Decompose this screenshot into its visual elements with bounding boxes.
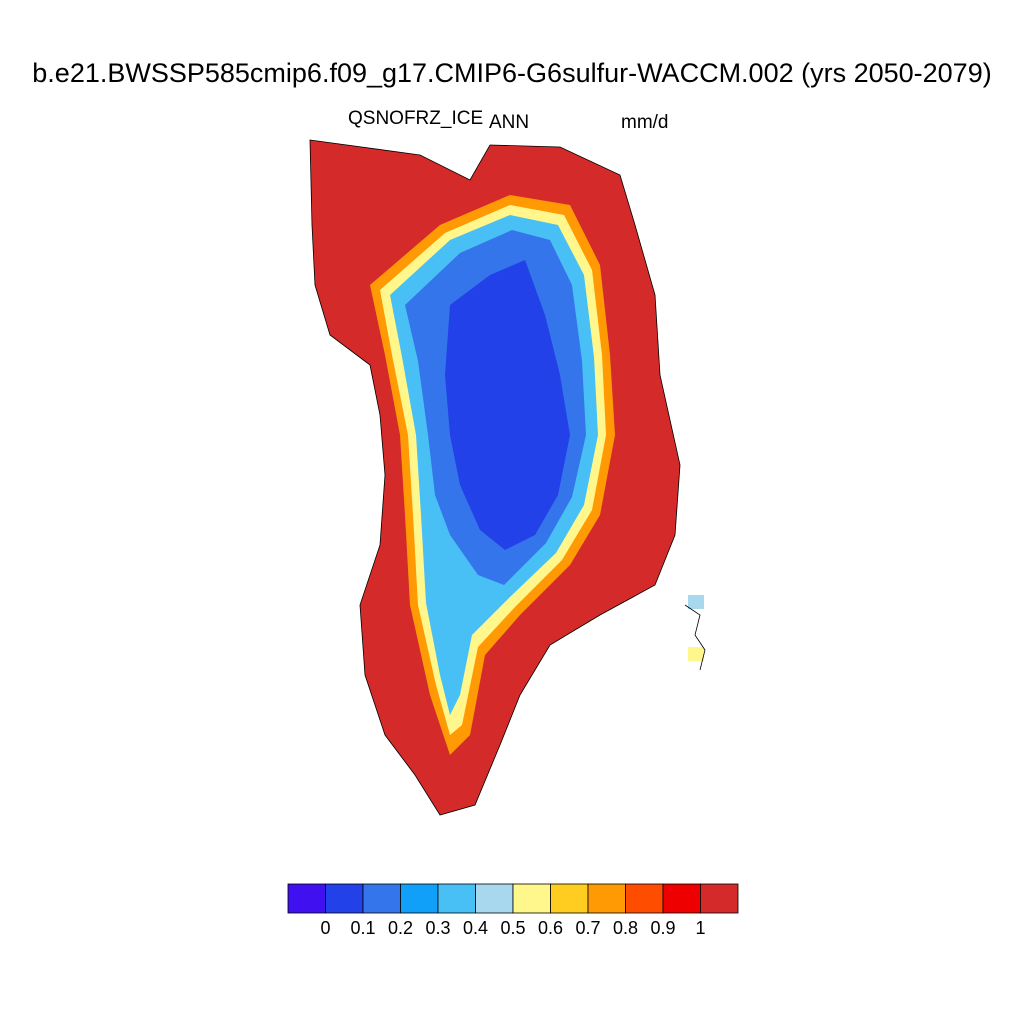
colorbar-tick-label: 1 — [695, 918, 706, 938]
colorbar-swatch — [625, 883, 664, 914]
colorbar-tick-label: 0 — [320, 918, 331, 938]
colorbar-tick-label: 0.4 — [462, 918, 489, 938]
units-label: mm/d — [621, 112, 669, 133]
field-shading — [310, 140, 680, 815]
colorbar-swatch — [400, 883, 439, 914]
island-coastline — [684, 604, 706, 671]
colorbar — [287, 883, 739, 914]
colorbar-swatch — [437, 883, 476, 914]
coastline — [309, 139, 681, 816]
colorbar-tick-label: 0.5 — [500, 918, 526, 938]
island-cell — [688, 647, 704, 661]
island-cell — [688, 595, 704, 609]
colorbar-tick-label: 0.8 — [612, 918, 639, 938]
variable-label: QSNOFRZ_ICE — [348, 108, 484, 129]
greenland-map — [309, 139, 706, 816]
colorbar-tick-label: 0.9 — [650, 918, 676, 938]
colorbar-swatch — [700, 883, 739, 914]
colorbar-tick-label: 0.3 — [425, 918, 451, 938]
colorbar-swatch — [512, 883, 551, 914]
colorbar-tick-label: 0.1 — [350, 918, 376, 938]
colorbar-tick-label: 0.2 — [387, 918, 414, 938]
season-label: ANN — [489, 112, 530, 133]
colorbar-swatch — [587, 883, 626, 914]
colorbar-swatch — [362, 883, 401, 914]
colorbar-swatch — [662, 883, 701, 914]
plot-title: b.e21.BWSSP585cmip6.f09_g17.CMIP6-G6sulf… — [32, 58, 992, 88]
colorbar-swatch — [325, 883, 364, 914]
colorbar-tick-label: 0.7 — [575, 918, 601, 938]
colorbar-swatch — [287, 883, 326, 914]
colorbar-labels: 0 0.1 0.2 0.3 0.4 0.5 0.6 0.7 0.8 0.9 1 — [287, 918, 747, 942]
colorbar-swatch — [550, 883, 589, 914]
colorbar-tick-label: 0.6 — [537, 918, 564, 938]
colorbar-swatch — [475, 883, 514, 914]
